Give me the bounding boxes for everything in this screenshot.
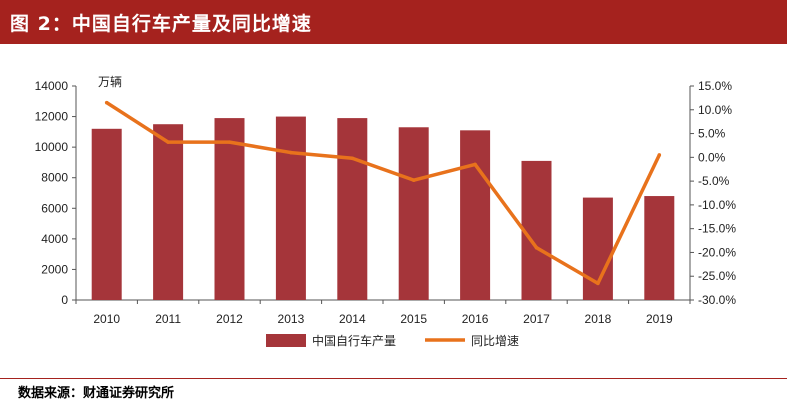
left-tick-label: 6000 [41,201,68,215]
line-point [289,150,293,155]
left-tick-label: 0 [61,293,68,307]
line-series [104,100,662,286]
right-tick-label: -15.0% [698,222,736,236]
left-tick-label: 14000 [35,79,69,93]
left-tick-label: 8000 [41,171,68,185]
x-tick-label: 2011 [155,312,181,326]
figure-title: 图 2：中国自行车产量及同比增速 [10,13,312,35]
right-tick-label: -30.0% [698,293,736,307]
tick-labels: 0 2000 4000 6000 8000 10000 12000 14000 -30.0% -2… [35,79,737,326]
line-point [657,153,662,157]
legend-line-label: 同比增速 [471,334,519,348]
unit-label: 万辆 [98,75,122,89]
bar [337,118,368,300]
right-tick-label: 5.0% [698,127,726,141]
left-tick-label: 12000 [35,110,69,124]
bar [644,196,675,300]
bar [521,160,552,300]
left-tick-label: 10000 [35,140,69,154]
bar-series [91,116,675,301]
bottom-rule [0,378,787,379]
line-point [534,245,539,250]
source-note: 数据来源：财通证券研究所 [18,386,175,401]
right-tick-label: 0.0% [698,150,726,164]
line-point [411,178,416,182]
x-tick-label: 2019 [646,312,673,326]
right-tick-label: 15.0% [698,79,732,93]
bar [91,128,122,300]
line-point [473,162,477,167]
line-point [227,140,232,144]
x-tick-label: 2015 [400,312,427,326]
right-tick-label: -5.0% [698,174,730,188]
title-bar: 图 2：中国自行车产量及同比增速 [0,0,787,44]
bar [214,118,245,300]
line-point [596,281,600,286]
x-tick-label: 2010 [93,312,120,326]
right-tick-label: -10.0% [698,198,736,212]
bar [460,130,491,300]
left-tick-label: 2000 [41,262,68,276]
x-tick-label: 2013 [278,312,305,326]
x-tick-label: 2016 [462,312,489,326]
bar [398,127,429,301]
bar [275,116,306,300]
chart: 0 2000 4000 6000 8000 10000 12000 14000 -30.0% -2… [35,75,737,348]
right-tick-label: -25.0% [698,269,736,283]
x-tick-label: 2018 [585,312,612,326]
right-tick-label: 10.0% [698,103,732,117]
line-point [350,156,355,161]
growth-line [105,101,661,286]
line-point [166,140,170,144]
x-tick-label: 2014 [339,312,366,326]
x-tick-label: 2012 [216,312,243,326]
line-point [104,100,109,105]
bar [153,124,184,300]
legend-bar-label: 中国自行车产量 [312,333,396,348]
legend-bar-swatch [266,334,306,347]
right-tick-label: -20.0% [698,245,736,259]
left-tick-label: 4000 [41,232,68,246]
x-tick-label: 2017 [523,312,550,326]
legend: 中国自行车产量 同比增速 [266,333,519,348]
